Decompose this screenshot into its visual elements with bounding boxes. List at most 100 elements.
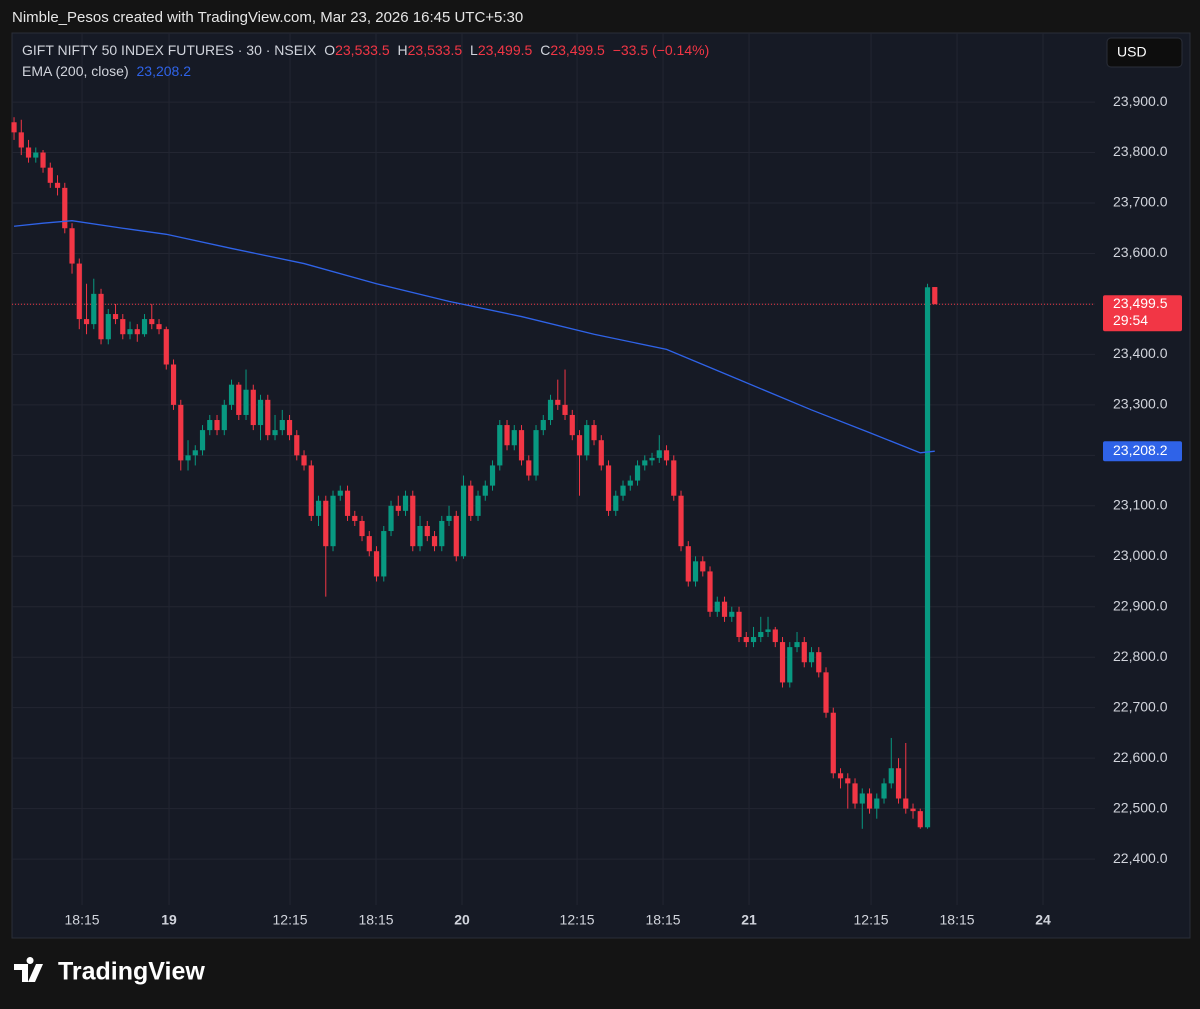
close-label: C <box>540 42 550 58</box>
candle-body <box>584 425 590 456</box>
brand-logo: TradingView <box>14 957 205 986</box>
candle-body <box>185 455 191 461</box>
candle-body <box>808 652 815 663</box>
candle-body <box>134 329 140 335</box>
candle-body <box>678 495 684 547</box>
candle-body <box>794 642 800 648</box>
candle-body <box>236 384 242 415</box>
candle-body <box>765 629 771 632</box>
plot: 22,400.0 22,500.0 22,600.0 22,700.0 22,800.0… <box>11 33 1168 928</box>
candle-body <box>170 364 177 405</box>
low-value: 23,499.5 <box>478 42 533 58</box>
x-tick-label: 18:15 <box>65 912 100 928</box>
candle-body <box>439 520 445 547</box>
candle-body <box>25 147 32 158</box>
high-value: 23,533.5 <box>408 42 463 58</box>
candle-body <box>562 404 568 415</box>
open-value: 23,533.5 <box>335 42 390 58</box>
candle-body <box>772 629 778 643</box>
candle-body <box>816 652 822 673</box>
x-tick-label: 21 <box>741 912 757 928</box>
y-tick-label: 22,400.0 <box>1113 850 1168 866</box>
candle-body <box>627 480 633 486</box>
candle-body <box>555 399 561 405</box>
button-box[interactable] <box>1106 37 1183 68</box>
y-tick-label: 22,900.0 <box>1113 597 1168 613</box>
candle-body <box>801 642 807 663</box>
candle-body <box>460 485 467 557</box>
candle-body <box>721 601 728 617</box>
candle-body <box>18 132 24 148</box>
candle-body <box>634 465 641 481</box>
y-tick-label: 23,700.0 <box>1113 194 1168 210</box>
ema-value: 23,208.2 <box>137 63 192 79</box>
candle-body <box>837 773 844 779</box>
candle-body <box>736 611 742 638</box>
candle-body <box>852 783 858 804</box>
candle-body <box>685 546 691 582</box>
attribution: Nimble_Pesos created with TradingView.co… <box>12 9 523 26</box>
candle-body <box>163 329 169 365</box>
ema-line <box>13 220 935 454</box>
last-price-label: 23,499.5 <box>1113 295 1168 311</box>
candle-body <box>243 389 249 415</box>
y-tick-label: 23,800.0 <box>1113 143 1168 159</box>
candle-body <box>301 455 307 466</box>
y-tick-label: 23,600.0 <box>1113 244 1168 260</box>
candle-body <box>917 811 923 828</box>
x-tick-label: 20 <box>454 912 470 928</box>
x-tick-label: 24 <box>1035 912 1051 928</box>
candle-body <box>214 420 220 431</box>
open-label: O <box>324 42 335 58</box>
y-tick-label: 22,800.0 <box>1113 648 1168 664</box>
candle-body <box>54 182 61 188</box>
candle-body <box>76 263 82 320</box>
candle-body <box>598 440 604 466</box>
y-tick-label: 22,700.0 <box>1113 698 1168 714</box>
ema-price-label: 23,208.2 <box>1113 442 1168 458</box>
candle-body <box>431 536 438 547</box>
candle-body <box>366 536 372 552</box>
candle-body <box>47 167 53 183</box>
candle-body <box>265 399 271 436</box>
brand-name: TradingView <box>58 958 205 986</box>
candle-body <box>424 525 430 537</box>
x-tick-label: 19 <box>161 912 177 928</box>
candle-body <box>98 293 104 340</box>
candle-body <box>141 319 148 335</box>
x-tick-label: 12:15 <box>273 912 308 928</box>
logo-icon <box>14 957 43 982</box>
x-tick-label: 18:15 <box>940 912 975 928</box>
candle-body <box>823 672 829 713</box>
candle-body <box>395 505 401 511</box>
candle-body <box>859 793 865 804</box>
currency-button[interactable]: USD <box>1106 37 1183 68</box>
button-label[interactable]: USD <box>1117 44 1147 60</box>
candle-body <box>373 551 380 577</box>
countdown: 29:54 <box>1113 312 1148 328</box>
candle-body <box>257 399 264 426</box>
candle-body <box>62 187 68 229</box>
candle-body <box>649 457 655 461</box>
candle-body <box>286 420 293 436</box>
y-tick-label: 23,900.0 <box>1113 93 1168 109</box>
candle-body <box>40 152 46 168</box>
candle-body <box>656 450 662 458</box>
candle-body <box>402 495 409 511</box>
symbol: GIFT NIFTY 50 INDEX FUTURES · 30 · NSEIX <box>22 42 317 58</box>
candle-body <box>482 485 488 496</box>
y-tick-label: 23,000.0 <box>1113 547 1168 563</box>
candle-body <box>323 500 329 547</box>
candle-body <box>758 631 764 638</box>
x-tick-label: 18:15 <box>646 912 681 928</box>
candle-body <box>540 420 546 431</box>
ema-name: EMA (200, close) <box>22 63 129 79</box>
candle-body <box>192 450 198 456</box>
candle-body <box>830 712 836 774</box>
candle-body <box>511 430 517 446</box>
candle-body <box>910 808 916 812</box>
candle-body <box>83 319 90 325</box>
x-tick-label: 12:15 <box>854 912 889 928</box>
candle-body <box>120 319 126 335</box>
candle-body <box>344 490 351 516</box>
